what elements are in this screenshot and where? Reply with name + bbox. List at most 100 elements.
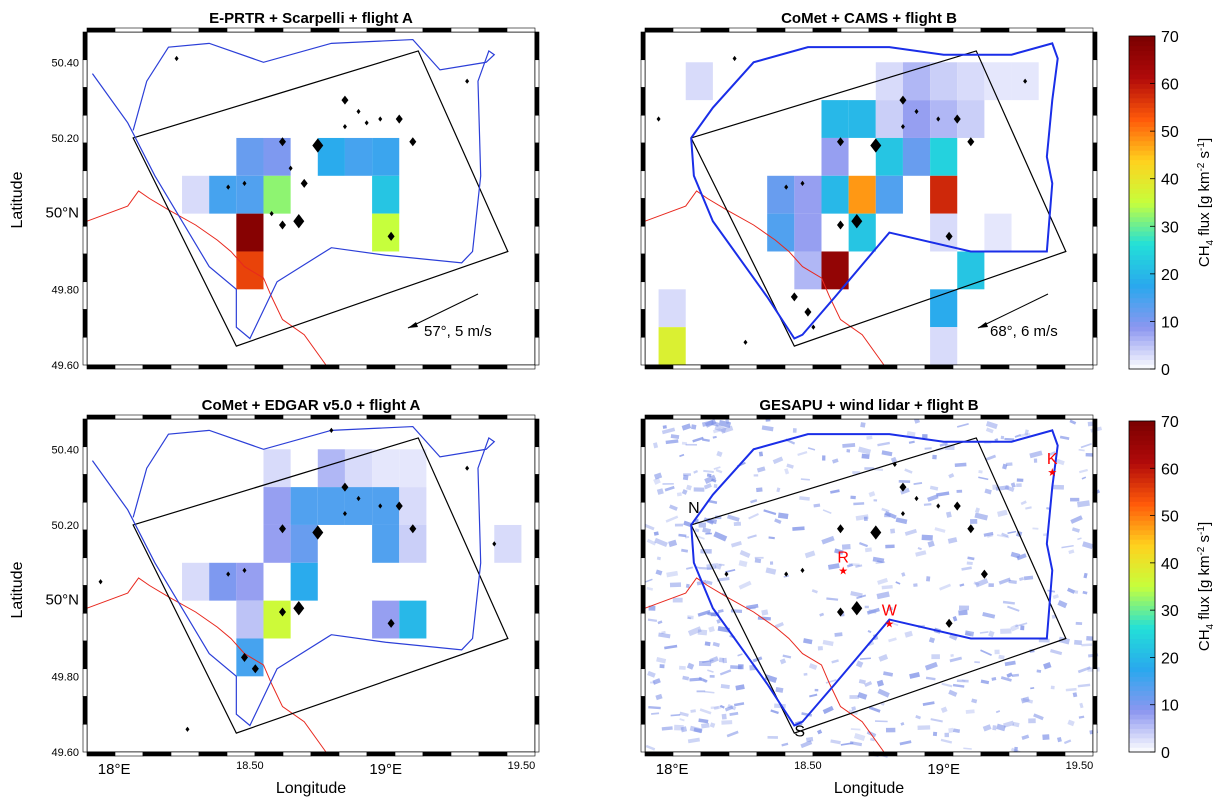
colorbar-segment — [1129, 496, 1155, 502]
emission-speckle — [674, 724, 684, 731]
emission-speckle — [1007, 605, 1020, 612]
colorbar-label-part: -2 — [1196, 546, 1207, 555]
emission-speckle — [964, 630, 975, 637]
emission-speckle — [997, 509, 1008, 517]
point-source-marker — [967, 137, 975, 147]
emission-speckle — [899, 740, 912, 746]
emission-speckle — [834, 632, 843, 637]
emission-speckle — [1000, 676, 1012, 682]
emission-speckle — [1005, 462, 1013, 467]
emission-speckle — [777, 512, 789, 520]
colorbar-tick-label: 30 — [1161, 219, 1179, 236]
flux-grid-cell — [821, 100, 849, 138]
emission-speckle — [776, 487, 781, 493]
emission-speckle — [784, 468, 790, 475]
emission-speckle — [932, 731, 938, 737]
emission-speckle — [922, 434, 928, 439]
point-source-marker — [98, 579, 103, 585]
emission-speckle — [876, 591, 890, 600]
emission-speckle — [1050, 649, 1063, 656]
emission-speckle — [822, 639, 834, 647]
flux-grid-cell — [930, 327, 958, 365]
emission-speckle — [708, 499, 718, 504]
emission-speckle — [974, 661, 980, 664]
emission-speckle — [1016, 553, 1027, 561]
colorbar-segment — [1129, 525, 1155, 531]
emission-speckle — [729, 711, 739, 717]
flight-domain-box — [690, 437, 1067, 734]
colorbar-segment — [1129, 562, 1155, 569]
emission-speckle — [877, 441, 890, 447]
emission-speckle — [804, 550, 816, 559]
emission-speckle — [750, 498, 758, 504]
emission-speckle — [1081, 476, 1087, 480]
emission-speckle — [927, 540, 935, 548]
emission-speckle — [956, 423, 969, 428]
emission-speckle — [693, 470, 698, 474]
emission-speckle — [710, 706, 719, 709]
colorbar-segment — [1129, 264, 1155, 270]
colorbar-segment — [1129, 747, 1155, 753]
colorbar-segment — [1129, 449, 1155, 455]
emission-speckle — [803, 638, 813, 645]
emission-speckle — [698, 522, 707, 528]
emission-speckle — [830, 489, 840, 494]
colorbar-segment — [1129, 216, 1155, 223]
emission-speckle — [867, 640, 875, 647]
emission-speckle — [726, 730, 739, 738]
y-tick-label: 50°N — [45, 205, 79, 222]
emission-speckle — [655, 569, 663, 576]
colorbar-segment — [1129, 567, 1155, 573]
emission-speckle — [733, 702, 745, 707]
emission-speckle — [1082, 590, 1088, 595]
emission-speckle — [737, 653, 743, 657]
colorbar-segment — [1129, 733, 1155, 739]
colorbar-segment — [1129, 591, 1155, 597]
emission-speckle — [735, 684, 745, 691]
emission-speckle — [702, 527, 712, 534]
emission-speckle — [1001, 532, 1009, 538]
wind-arrow-head — [978, 322, 988, 328]
emission-speckle — [923, 503, 932, 506]
wind-arrow — [977, 293, 1049, 329]
colorbar-segment — [1129, 501, 1155, 507]
flux-grid-cell — [848, 175, 876, 214]
emission-speckle — [924, 661, 938, 671]
point-source-marker — [914, 495, 919, 502]
emission-speckle — [956, 489, 963, 493]
colorbar-segment — [1129, 577, 1155, 583]
emission-speckle — [1024, 429, 1029, 436]
colorbar-segment — [1129, 421, 1155, 427]
point-source-marker — [945, 231, 953, 241]
flux-grid-cell — [984, 213, 1012, 252]
emission-speckle — [980, 649, 992, 656]
emission-speckle — [1006, 672, 1013, 678]
colorbar-segment — [1129, 548, 1155, 554]
emission-speckle — [645, 744, 656, 751]
y-tick-label: 49.60 — [51, 747, 79, 759]
emission-speckle — [850, 495, 856, 500]
emission-speckle — [1030, 687, 1035, 690]
emission-speckle — [689, 677, 702, 682]
colorbar-label: CH4 flux [g km-2 s-1] — [1196, 138, 1213, 267]
colorbar-segment — [1129, 647, 1155, 654]
emission-speckle — [696, 690, 706, 693]
colorbar-segment — [1129, 64, 1155, 70]
emission-speckle — [884, 511, 897, 520]
point-source-marker — [953, 114, 961, 124]
emission-speckle — [971, 698, 978, 704]
emission-speckle — [713, 705, 722, 711]
x-tick-label: 18°E — [656, 761, 689, 778]
emission-speckle — [985, 454, 997, 462]
y-tick-label: 50.20 — [51, 133, 79, 145]
emission-speckle — [725, 568, 736, 573]
colorbar-tick-label: 30 — [1161, 603, 1179, 620]
emission-speckle — [978, 470, 983, 474]
point-source-marker — [185, 726, 190, 732]
emission-speckle — [872, 556, 885, 564]
emission-speckle — [1011, 673, 1020, 677]
colorbar-segment — [1129, 539, 1155, 545]
emission-speckle — [958, 605, 970, 611]
emission-speckle — [1000, 628, 1012, 634]
